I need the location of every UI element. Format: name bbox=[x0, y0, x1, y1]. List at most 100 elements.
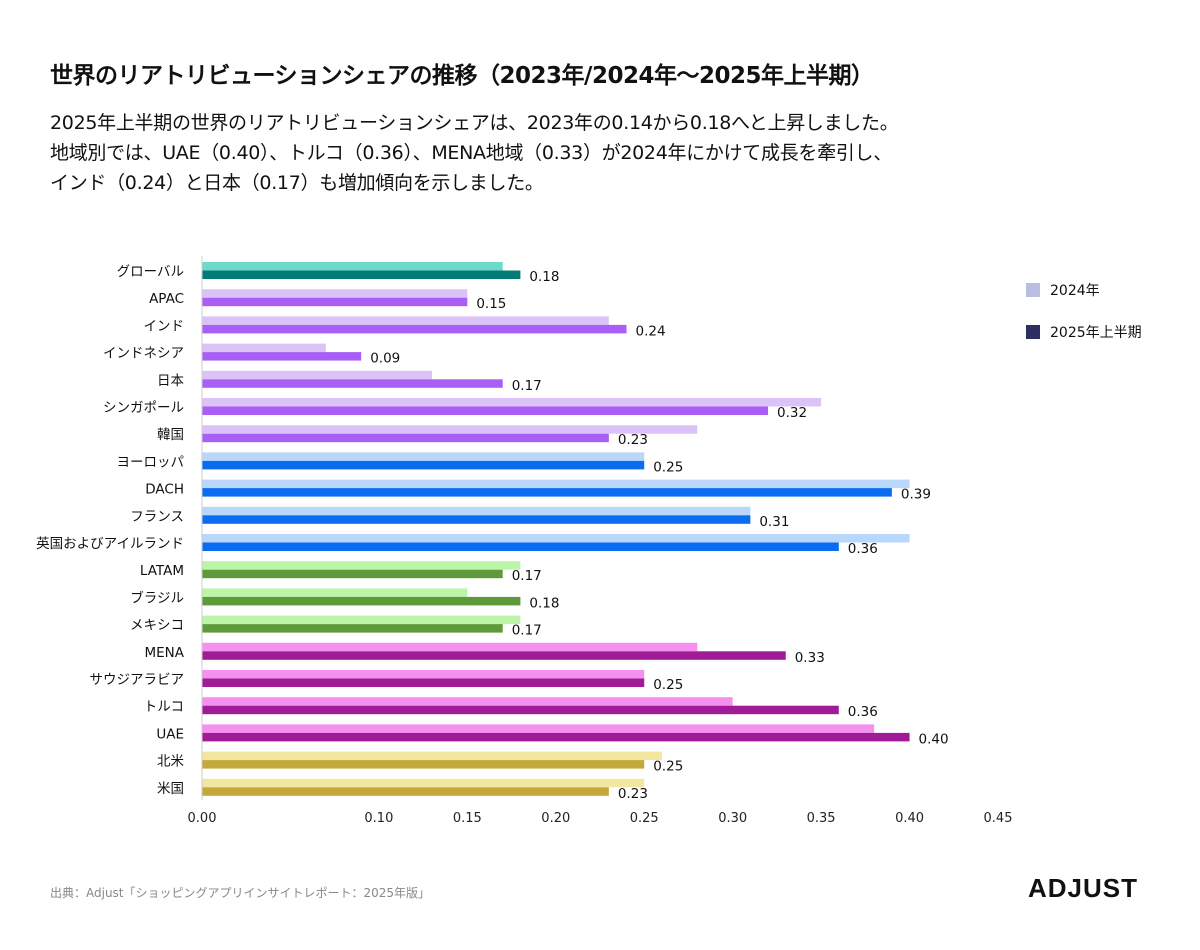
legend-label: 2024年 bbox=[1050, 283, 1100, 299]
bar-2025h1 bbox=[202, 542, 839, 551]
bar-2024 bbox=[202, 479, 910, 489]
bar-2025h1 bbox=[202, 624, 503, 633]
data-label: 0.36 bbox=[848, 541, 878, 557]
subtitle-line: インド（0.24）と日本（0.17）も増加傾向を示しました。 bbox=[50, 172, 544, 194]
data-label: 0.40 bbox=[919, 731, 949, 747]
bar-2025h1 bbox=[202, 515, 751, 524]
data-label: 0.33 bbox=[795, 650, 825, 666]
subtitle: 2025年上半期の世界のリアトリビューションシェアは、2023年の0.14から0… bbox=[50, 108, 1150, 198]
bar-2024 bbox=[202, 370, 432, 380]
category-label: LATAM bbox=[140, 563, 184, 579]
bar-2024 bbox=[202, 425, 698, 434]
bar-2025h1 bbox=[202, 297, 468, 307]
data-label: 0.18 bbox=[529, 269, 559, 285]
bar-2024 bbox=[202, 561, 521, 570]
x-tick-label: 0.40 bbox=[895, 811, 924, 826]
x-tick-label: 0.35 bbox=[807, 811, 836, 826]
x-tick-label: 0.45 bbox=[984, 811, 1013, 826]
category-label: サウジアラビア bbox=[90, 672, 185, 688]
bar-2024 bbox=[202, 751, 662, 761]
page-title: 世界のリアトリビューションシェアの推移（2023年/2024年〜2025年上半期… bbox=[50, 63, 874, 89]
data-label: 0.23 bbox=[618, 432, 648, 448]
category-label: メキシコ bbox=[130, 618, 184, 634]
category-label: トルコ bbox=[144, 699, 184, 715]
x-tick-label: 0.00 bbox=[188, 811, 217, 826]
data-label: 0.32 bbox=[777, 405, 807, 421]
data-label: 0.25 bbox=[653, 759, 683, 775]
category-label: 米国 bbox=[157, 781, 184, 797]
data-label: 0.17 bbox=[512, 623, 542, 639]
category-label: フランス bbox=[130, 509, 184, 525]
x-tick-label: 0.20 bbox=[541, 811, 570, 826]
category-label: インドネシア bbox=[103, 346, 184, 362]
legend-swatch bbox=[1026, 325, 1040, 339]
category-label: 北米 bbox=[157, 754, 184, 770]
adjust-logo: ADJUST bbox=[1028, 873, 1139, 903]
x-tick-label: 0.10 bbox=[364, 811, 393, 826]
category-label: インド bbox=[144, 318, 185, 334]
data-label: 0.39 bbox=[901, 487, 931, 503]
data-label: 0.18 bbox=[529, 595, 559, 611]
bar-2024 bbox=[202, 778, 645, 788]
bar-2025h1 bbox=[202, 569, 503, 579]
category-label: シンガポール bbox=[103, 400, 184, 416]
data-label: 0.36 bbox=[848, 704, 878, 720]
category-label: APAC bbox=[149, 291, 184, 307]
bar-2024 bbox=[202, 452, 645, 461]
bar-2024 bbox=[202, 697, 733, 706]
data-label: 0.24 bbox=[636, 323, 666, 339]
bar-2025h1 bbox=[202, 596, 521, 606]
legend-swatch bbox=[1026, 283, 1040, 297]
category-label: 日本 bbox=[157, 373, 184, 389]
bar-2025h1 bbox=[202, 651, 786, 660]
category-label: ブラジル bbox=[130, 589, 184, 606]
data-label: 0.25 bbox=[653, 677, 683, 693]
bar-2025h1 bbox=[202, 270, 521, 279]
data-label: 0.17 bbox=[512, 568, 542, 584]
legend-item-2024: 2024年 bbox=[1026, 280, 1142, 300]
bar-2025h1 bbox=[202, 760, 645, 769]
legend: 2024年 2025年上半期 bbox=[1026, 280, 1142, 364]
category-label: UAE bbox=[156, 726, 184, 742]
data-label: 0.25 bbox=[653, 459, 683, 475]
bar-2025h1 bbox=[202, 460, 645, 470]
category-label: DACH bbox=[145, 482, 184, 498]
x-tick-label: 0.30 bbox=[718, 811, 747, 826]
data-label: 0.23 bbox=[618, 786, 648, 802]
bar-2024 bbox=[202, 642, 698, 652]
bar-2024 bbox=[202, 615, 521, 625]
legend-label: 2025年上半期 bbox=[1050, 325, 1142, 341]
legend-item-2025h1: 2025年上半期 bbox=[1026, 322, 1142, 342]
x-tick-label: 0.25 bbox=[630, 811, 659, 826]
bar-2025h1 bbox=[202, 352, 362, 361]
data-label: 0.09 bbox=[370, 351, 400, 367]
category-label: MENA bbox=[144, 645, 184, 661]
bar-2024 bbox=[202, 262, 503, 271]
data-label: 0.15 bbox=[476, 296, 506, 312]
bar-2024 bbox=[202, 588, 468, 597]
bar-2025h1 bbox=[202, 379, 503, 388]
bar-2024 bbox=[202, 316, 609, 325]
source-note: 出典：Adjust「ショッピングアプリインサイトレポート：2025年版」 bbox=[50, 886, 431, 900]
subtitle-line: 地域別では、UAE（0.40）、トルコ（0.36）、MENA地域（0.33）が2… bbox=[50, 142, 892, 164]
bar-2024 bbox=[202, 398, 822, 407]
bar-2025h1 bbox=[202, 678, 645, 687]
category-label: グローバル bbox=[117, 264, 184, 280]
bar-2024 bbox=[202, 724, 875, 733]
bar-2024 bbox=[202, 289, 468, 298]
bar-2025h1 bbox=[202, 705, 839, 715]
bar-2025h1 bbox=[202, 324, 627, 334]
data-label: 0.31 bbox=[759, 514, 789, 530]
x-tick-label: 0.15 bbox=[453, 811, 482, 826]
data-label: 0.17 bbox=[512, 378, 542, 394]
subtitle-line: 2025年上半期の世界のリアトリビューションシェアは、2023年の0.14から0… bbox=[50, 112, 899, 134]
bar-2025h1 bbox=[202, 433, 609, 443]
category-label: 英国およびアイルランド bbox=[36, 535, 184, 552]
bar-2025h1 bbox=[202, 787, 609, 796]
bar-2025h1 bbox=[202, 732, 910, 742]
category-label: 韓国 bbox=[157, 427, 184, 443]
bar-2025h1 bbox=[202, 406, 769, 415]
bar-2025h1 bbox=[202, 488, 892, 497]
bar-2024 bbox=[202, 506, 751, 516]
